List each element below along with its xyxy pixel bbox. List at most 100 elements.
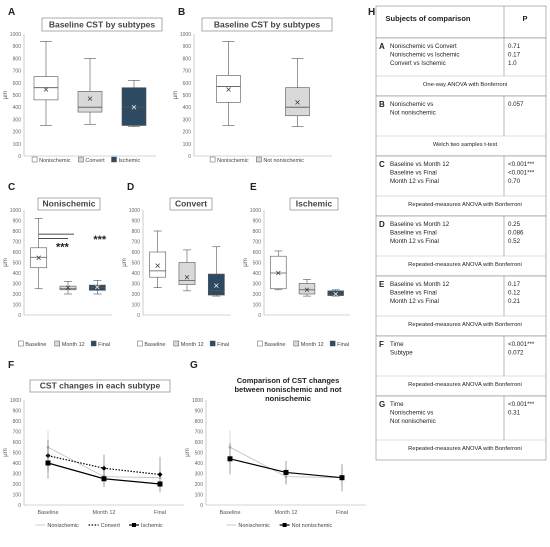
legend-label: Baseline bbox=[25, 342, 46, 348]
legend: Nonischemic Not nonischemic bbox=[226, 523, 333, 529]
chart-title-box bbox=[201, 17, 333, 32]
table-subject: Baseline vs Final bbox=[390, 230, 437, 237]
y-tick-label: 100 bbox=[13, 142, 22, 148]
table-row-letter: D bbox=[379, 220, 385, 229]
y-tick-label: 800 bbox=[13, 56, 22, 62]
comparison-table: Subjects of comparison P A Nonischemic vs C… bbox=[375, 5, 547, 461]
y-tick-label: 200 bbox=[132, 292, 141, 298]
table-subject: Baseline vs Month 12 bbox=[390, 221, 450, 228]
y-tick-label: 800 bbox=[132, 229, 141, 235]
legend-swatch bbox=[78, 156, 84, 163]
y-tick-label: 800 bbox=[13, 229, 22, 235]
chart-title-line: nonischemic bbox=[265, 394, 311, 403]
box-mean-marker bbox=[36, 255, 41, 261]
chart-title: CST changes in each subtype bbox=[40, 381, 161, 391]
y-tick-label: 200 bbox=[13, 292, 22, 298]
table-header-subject: Subjects of comparison bbox=[385, 14, 470, 23]
legend-label: Nonischemic bbox=[47, 523, 79, 529]
y-tick-label: 700 bbox=[13, 430, 22, 436]
y-axis-label: μm bbox=[3, 448, 9, 456]
y-tick-label: 900 bbox=[183, 44, 192, 50]
y-tick-label: 900 bbox=[13, 219, 22, 225]
legend-swatch bbox=[293, 340, 299, 347]
y-tick-label: 900 bbox=[195, 409, 204, 415]
y-axis-G: 0 100 200 300 400 500 600 700 800 900 1000 μm bbox=[185, 398, 366, 509]
table-p-value: 0.25 bbox=[508, 221, 521, 228]
chart-title-box bbox=[169, 197, 213, 211]
legend-swatch bbox=[329, 340, 336, 347]
y-axis-A: 0 100 200 300 400 500 600 700 800 900 1000 μm bbox=[3, 32, 156, 160]
y-tick-label: 500 bbox=[13, 261, 22, 267]
y-tick-label: 600 bbox=[13, 440, 22, 446]
data-point bbox=[101, 465, 107, 471]
box-iqr bbox=[77, 91, 103, 113]
box-baseline bbox=[270, 250, 287, 291]
y-tick-label: 800 bbox=[183, 56, 192, 62]
table-test-name: Repeated-measures ANOVA with Bonferroni bbox=[408, 322, 522, 328]
box-convert bbox=[77, 58, 103, 125]
y-tick-label: 900 bbox=[13, 44, 22, 50]
box-iqr bbox=[270, 255, 287, 290]
table-header-p: P bbox=[522, 14, 527, 23]
x-tick-label: Final bbox=[154, 510, 166, 516]
y-axis-label: μm bbox=[185, 448, 191, 456]
legend-label: Not nonischemic bbox=[263, 158, 304, 164]
legend-label: Final bbox=[98, 342, 110, 348]
y-tick-label: 700 bbox=[253, 240, 262, 246]
y-tick-label: 400 bbox=[13, 271, 22, 277]
y-tick-label: 200 bbox=[253, 292, 262, 298]
panel-letter: F bbox=[8, 360, 14, 371]
significance-stars: *** bbox=[93, 234, 107, 246]
legend-label: Month 12 bbox=[62, 342, 85, 348]
y-tick-label: 700 bbox=[13, 69, 22, 75]
table-p-value: 0.71 bbox=[508, 43, 521, 50]
legend: Baseline Month 12 Final bbox=[257, 340, 349, 348]
y-tick-label: 1000 bbox=[10, 32, 21, 38]
box-final bbox=[88, 280, 106, 295]
box-iqr bbox=[33, 76, 59, 101]
y-tick-label: 700 bbox=[13, 240, 22, 246]
y-tick-label: 1000 bbox=[180, 32, 191, 38]
box-mean-marker bbox=[333, 291, 338, 297]
table-row-letter: G bbox=[379, 400, 385, 409]
box-mean-marker bbox=[95, 284, 100, 290]
legend-swatch bbox=[18, 340, 24, 347]
y-tick-label: 700 bbox=[195, 430, 204, 436]
series-ischemic bbox=[45, 447, 163, 488]
table-row-b: B Nonischemic vs Not nonischemic 0.057 Welch… bbox=[375, 95, 547, 157]
legend-label: Convert bbox=[85, 158, 105, 164]
y-axis-D: 0 100 200 300 400 500 600 700 800 900 1000 μm bbox=[122, 208, 231, 319]
panel-letter: H bbox=[368, 7, 375, 18]
y-tick-label: 300 bbox=[13, 282, 22, 288]
y-tick-label: 1000 bbox=[10, 398, 21, 404]
legend-label: Final bbox=[217, 342, 229, 348]
box-ischemic bbox=[121, 80, 147, 128]
legend: Baseline Month 12 Final bbox=[18, 340, 110, 348]
y-tick-label: 800 bbox=[195, 419, 204, 425]
legend-swatch bbox=[173, 340, 179, 347]
y-tick-label: 0 bbox=[137, 313, 140, 319]
box-iqr bbox=[121, 87, 147, 126]
box-month-12 bbox=[178, 249, 196, 292]
legend-swatch bbox=[209, 340, 216, 347]
table-p-value: 0.086 bbox=[508, 230, 524, 237]
box-mean-marker bbox=[214, 283, 219, 288]
y-tick-label: 300 bbox=[13, 117, 22, 123]
table-row-a: A Nonischemic vs Convert Nonischemic vs Is… bbox=[375, 37, 547, 97]
y-axis-B: 0 100 200 300 400 500 600 700 800 900 1000 μm bbox=[173, 32, 332, 160]
table-subject: Month 12 vs Final bbox=[390, 178, 439, 185]
table-test-name: Repeated-measures ANOVA with Bonferroni bbox=[408, 382, 522, 388]
data-point bbox=[157, 481, 163, 487]
chart-title: Ischemic bbox=[296, 199, 333, 209]
y-tick-label: 100 bbox=[13, 303, 22, 309]
y-tick-label: 800 bbox=[253, 229, 262, 235]
table-subject: Baseline vs Month 12 bbox=[390, 161, 450, 168]
table-subject: Month 12 vs Final bbox=[390, 238, 439, 245]
legend-label: Baseline bbox=[264, 342, 285, 348]
panel-letter: B bbox=[178, 7, 185, 18]
data-point bbox=[227, 456, 233, 462]
y-tick-label: 0 bbox=[18, 503, 21, 509]
legend-label: Nonischemic bbox=[217, 158, 249, 164]
table-row-letter: E bbox=[379, 280, 385, 289]
